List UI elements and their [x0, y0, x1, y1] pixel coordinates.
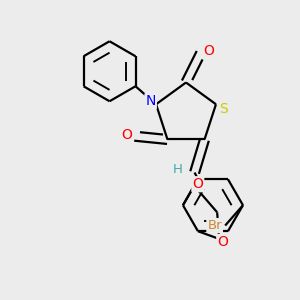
Text: O: O [192, 177, 203, 191]
Text: O: O [204, 44, 214, 58]
Text: S: S [219, 102, 228, 116]
Text: Br: Br [207, 219, 222, 232]
Text: O: O [121, 128, 132, 142]
Text: O: O [217, 235, 228, 249]
Text: H: H [173, 163, 183, 176]
Text: N: N [146, 94, 156, 108]
